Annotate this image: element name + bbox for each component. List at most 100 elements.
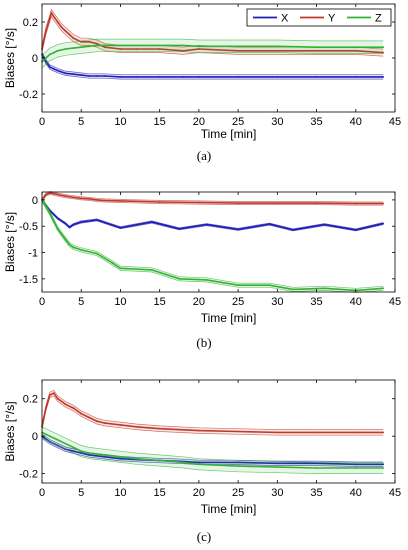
- data-point-x-3: [52, 67, 55, 70]
- data-point-z-7: [103, 454, 106, 456]
- data-point-x-8: [119, 226, 122, 229]
- data-point-y-10: [103, 199, 106, 202]
- series-upper-bound-x: [41, 433, 384, 463]
- series-line-y: [41, 392, 384, 434]
- data-point-z-7: [80, 46, 83, 49]
- data-point-x-16: [354, 463, 357, 466]
- data-point-z-18: [382, 287, 385, 290]
- data-point-z-8: [119, 455, 122, 458]
- data-point-z-15: [198, 45, 200, 48]
- plot-area-frame: [41, 379, 396, 484]
- data-point-y-13: [158, 427, 161, 430]
- data-point-z-5: [80, 450, 83, 453]
- data-point-y-5: [56, 21, 59, 23]
- data-point-z-1: [45, 57, 47, 59]
- data-point-y-15: [135, 48, 138, 50]
- data-point-x-17: [382, 222, 385, 225]
- y-tick-label-3: 0: [32, 195, 38, 207]
- series-lower-bound-z: [41, 201, 384, 293]
- data-point-y-23: [382, 51, 385, 54]
- caption-b: (b): [196, 335, 212, 350]
- data-point-x-1: [45, 60, 47, 63]
- x-tick-label-5: 5: [78, 116, 84, 128]
- x-tick-label-45: 45: [389, 116, 401, 128]
- y-tick-label-0: -1.5: [19, 274, 38, 286]
- data-point-y-5: [64, 195, 67, 198]
- caption-a: (a): [196, 148, 212, 163]
- x-tick-label-20: 20: [193, 116, 205, 128]
- data-point-z-12: [198, 463, 200, 466]
- series-upper-bound-z: [41, 197, 384, 289]
- series-upper-bound-y: [41, 8, 384, 50]
- data-point-y-14: [198, 429, 200, 432]
- data-point-z-3: [64, 442, 67, 445]
- y-axis-label: Biases [°/s]: [3, 28, 17, 88]
- x-tick-label-25: 25: [232, 296, 244, 308]
- data-point-z-15: [315, 467, 318, 469]
- x-axis-label: Time [min]: [201, 311, 257, 325]
- data-point-y-17: [354, 202, 357, 205]
- data-point-x-16: [354, 229, 357, 231]
- data-point-y-22: [354, 49, 357, 52]
- series-upper-bound-z: [41, 426, 384, 463]
- data-point-y-18: [198, 48, 200, 50]
- data-point-x-15: [198, 76, 200, 78]
- data-point-y-4: [56, 193, 59, 196]
- data-point-x-10: [178, 227, 181, 230]
- data-point-y-9: [96, 199, 98, 201]
- data-point-x-13: [268, 223, 271, 225]
- data-point-y-14: [237, 202, 240, 204]
- data-point-y-14: [119, 48, 122, 50]
- x-axis-label: Time [min]: [201, 502, 257, 516]
- data-point-y-2: [48, 394, 51, 396]
- data-point-x-10: [103, 75, 106, 77]
- x-tick-label-45: 45: [389, 296, 401, 308]
- data-point-x-8: [119, 457, 122, 460]
- data-point-x-7: [80, 74, 83, 76]
- data-point-z-15: [292, 288, 294, 291]
- data-point-y-6: [72, 407, 75, 409]
- data-point-z-13: [237, 284, 240, 287]
- data-point-x-18: [315, 76, 318, 78]
- data-point-z-2: [48, 53, 51, 56]
- data-point-y-7: [64, 30, 67, 32]
- data-point-y-16: [315, 202, 318, 204]
- data-point-z-8: [88, 45, 90, 48]
- data-point-x-12: [237, 228, 240, 231]
- data-point-y-7: [80, 197, 83, 200]
- x-tick-label-30: 30: [271, 296, 283, 308]
- plot-area-frame: [41, 191, 396, 293]
- series-band-y: [42, 390, 384, 436]
- data-point-x-16: [237, 76, 240, 78]
- data-point-z-14: [182, 44, 185, 47]
- data-point-y-3: [50, 12, 53, 14]
- series-upper-bound-y: [41, 389, 384, 430]
- series-lower-bound-z: [41, 437, 384, 474]
- data-point-z-7: [96, 252, 98, 255]
- data-point-x-12: [135, 76, 138, 78]
- chart-a: 0 5 10 15 20 25 30 35 40 45 -0.2 0 0.2 Time [min] Bias…: [3, 3, 401, 141]
- data-point-x-11: [205, 223, 208, 226]
- series-group-c: [41, 389, 385, 474]
- series-group-a: [41, 8, 385, 80]
- data-point-z-14: [276, 466, 279, 468]
- x-tick-label-20: 20: [193, 296, 205, 308]
- chart-panel-a: 0 5 10 15 20 25 30 35 40 45 -0.2 0 0.2 Time [min] Bias…: [0, 0, 408, 170]
- data-point-x-6: [88, 454, 90, 456]
- data-point-x-20: [382, 76, 385, 78]
- x-tick-label-20: 20: [193, 487, 205, 499]
- x-tick-label-40: 40: [350, 487, 362, 499]
- data-point-z-1: [48, 212, 51, 214]
- data-point-z-6: [88, 452, 90, 454]
- data-point-y-17: [315, 431, 318, 434]
- data-point-y-19: [237, 49, 240, 52]
- data-point-y-19: [382, 431, 385, 434]
- series-upper-bound-z: [41, 38, 384, 56]
- x-tick-label-30: 30: [271, 487, 283, 499]
- data-point-x-12: [198, 461, 200, 464]
- series-band-z: [42, 197, 384, 293]
- data-point-z-16: [323, 287, 326, 290]
- data-point-x-13: [237, 461, 240, 464]
- data-point-z-6: [72, 47, 75, 49]
